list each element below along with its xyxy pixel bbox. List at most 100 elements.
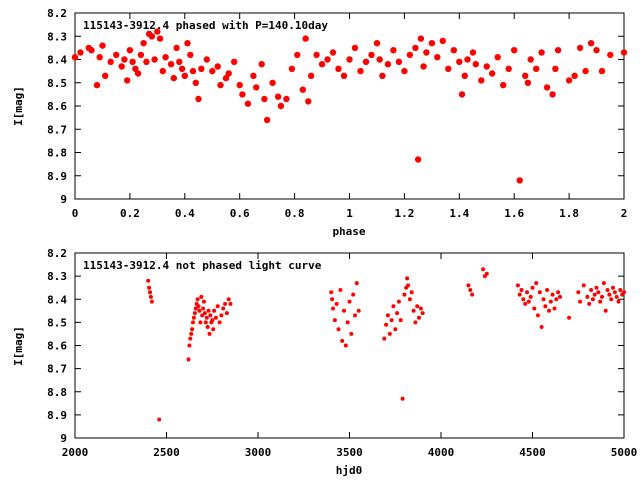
unphased-x-tick-label: 4000 [428,446,455,459]
phased-data-point [88,47,95,54]
unphased-data-point [468,288,473,292]
unphased-data-point [517,292,522,297]
unphased-data-point [189,331,194,336]
phased-y-tick-label: 8.2 [47,7,67,20]
unphased-data-point [556,290,561,295]
unphased-data-point [334,301,339,306]
unphased-data-point [331,306,335,311]
phased-data-point [96,54,103,61]
phased-data-point [401,67,408,75]
unphased-data-point [354,281,359,286]
unphased-data-point [384,322,389,327]
phased-data-point [351,44,359,52]
unphased-y-tick-label: 8.4 [47,293,67,306]
unphased-data-point [349,331,354,336]
unphased-data-point [330,297,335,302]
unphased-data-point [396,299,401,304]
phased-data-point [500,81,507,89]
phased-data-point [217,81,224,89]
unphased-data-point [212,308,217,313]
unphased-plot-frame [74,252,625,439]
unphased-chart-title: 115143-3912.4 not phased light curve [83,259,322,272]
unphased-data-point [532,306,537,311]
phased-data-point [137,51,145,59]
phased-data-point [538,49,545,56]
unphased-data-point [192,311,197,316]
phased-data-point [362,58,370,65]
phased-data-point [203,56,210,63]
unphased-data-point [202,311,207,316]
unphased-data-point [148,290,152,295]
phased-data-point [527,56,534,63]
phased-data-point [302,35,309,42]
unphased-data-point [609,297,614,302]
unphased-y-tick-label: 8.6 [47,340,67,353]
phased-y-tick-label: 8.3 [47,30,67,43]
unphased-data-point [191,315,196,320]
phased-data-point [283,95,290,103]
unphased-data-point [541,297,546,302]
phased-data-point [294,51,301,59]
unphased-data-point [587,301,592,306]
phased-data-point [511,47,518,54]
unphased-data-point [470,292,475,297]
phased-data-point [184,40,191,47]
unphased-data-point [345,320,350,325]
unphased-data-point [405,276,410,281]
phased-data-point [107,58,114,65]
unphased-data-point [391,304,396,309]
phased-data-point [543,84,551,91]
unphased-data-point [197,308,202,313]
phased-data-point [209,67,216,75]
phased-data-point [277,102,285,110]
unphased-ticks: 2000 2500 3000 3500 4000 4500 5000 8.2 8.3 8.4 8.5… [47,247,637,459]
unphased-data-point [523,301,528,306]
unphased-data-point [592,292,597,297]
phased-data-point [549,91,556,98]
phased-data-point [340,72,348,80]
phased-data-point [552,65,559,73]
phased-data-point [124,77,131,84]
unphased-data-point [534,281,539,286]
phased-data-point [173,44,180,52]
phased-x-tick-label: 1.4 [449,207,469,220]
unphased-x-tick-label: 4500 [519,446,546,459]
phased-x-tick-label: 0 [72,207,79,220]
unphased-data-point [515,283,520,288]
unphased-data-point [547,308,551,313]
phased-x-tick-label: 0.6 [230,207,250,220]
unphased-data-point [400,396,405,401]
phased-data-point [324,56,331,63]
phased-data-point [71,54,79,61]
unphased-data-point [219,313,224,318]
unphased-data-point [590,297,595,302]
unphased-data-point [484,271,489,276]
phased-data-point [225,70,232,77]
phased-data-point [524,79,532,87]
unphased-data-point [149,299,154,304]
unphased-data-point [600,294,604,299]
phased-data-point [533,65,540,73]
phased-data-point [195,95,202,103]
unphased-data-point [356,308,361,313]
unphased-data-point [614,294,619,299]
phased-data-point [214,63,221,70]
unphased-data-point [387,331,392,336]
unphased-y-tick-label: 8.5 [47,316,67,329]
unphased-data-point [543,304,548,309]
phased-data-point [244,100,252,107]
unphased-data-point [598,299,603,304]
unphased-data-point [336,327,341,332]
phased-data-point [464,56,471,63]
phased-x-tick-label: 1.2 [394,207,414,220]
unphased-data-point [585,294,590,299]
phased-data-point [134,70,142,77]
phased-data-point [516,177,523,184]
unphased-data-point [607,292,612,297]
unphased-data-point [393,327,398,332]
unphased-data-point [195,297,200,302]
unphased-data-point [605,288,610,292]
unphased-data-point [409,290,414,295]
unphased-data-point [589,288,594,292]
unphased-data-point [539,325,544,329]
